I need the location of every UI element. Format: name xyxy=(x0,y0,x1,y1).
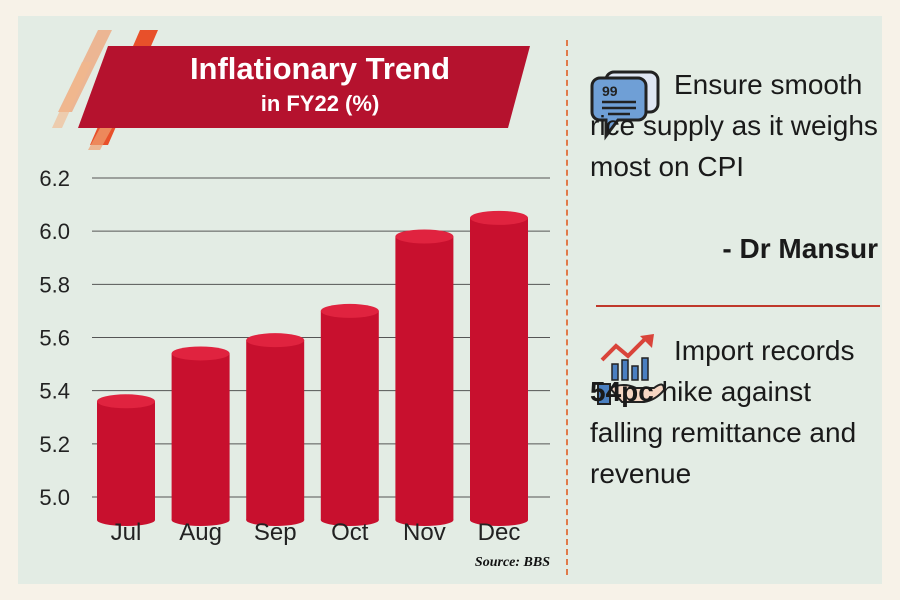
bar-oct xyxy=(320,303,379,526)
x-tick-label: Sep xyxy=(254,519,297,546)
bar xyxy=(320,310,379,520)
bar-nov xyxy=(395,229,454,526)
bar-sep xyxy=(246,333,305,526)
bar-cap xyxy=(171,346,230,361)
bar-cap xyxy=(320,303,379,318)
fact-highlight: 54pc xyxy=(590,376,654,407)
bar-cap xyxy=(470,210,528,225)
bar-jul xyxy=(97,394,155,526)
bar-base xyxy=(320,514,379,526)
bar xyxy=(470,217,528,520)
bar xyxy=(395,236,454,520)
bar-cap xyxy=(246,333,305,348)
bar-aug xyxy=(171,346,230,526)
x-tick-label: Jul xyxy=(111,519,142,546)
hand-growth-chart-icon xyxy=(597,334,666,405)
x-tick-label: Dec xyxy=(478,519,521,546)
x-tick-label: Nov xyxy=(403,519,446,546)
x-tick-label: Aug xyxy=(179,519,222,546)
bar-base xyxy=(97,514,155,526)
title-banner xyxy=(78,46,530,128)
chart-title: Inflationary Trend xyxy=(189,51,451,86)
bar xyxy=(246,340,305,520)
x-tick-label: Oct xyxy=(331,519,369,546)
fact-text-after: hike against falling remittance and reve… xyxy=(590,376,857,489)
y-tick-label: 5.6 xyxy=(39,326,70,351)
y-tick-label: 5.8 xyxy=(39,272,70,297)
y-tick-label: 5.4 xyxy=(39,379,70,404)
speech-bubbles-icon: 99 xyxy=(590,70,660,141)
svg-text:99: 99 xyxy=(602,83,618,99)
y-tick-label: 6.2 xyxy=(39,166,70,191)
quote-text: Ensure smooth rice supply as it weighs m… xyxy=(590,69,878,182)
y-tick-label: 5.0 xyxy=(39,485,70,510)
y-tick-label: 6.0 xyxy=(39,219,70,244)
bar-dec xyxy=(470,210,528,526)
fact-text-before: Import records xyxy=(674,335,855,366)
bar-base xyxy=(470,514,528,526)
bar-base xyxy=(395,514,454,526)
bar-base xyxy=(246,514,305,526)
bar-cap xyxy=(395,229,454,244)
bar xyxy=(171,353,230,520)
chart-subtitle: in FY22 (%) xyxy=(260,91,380,116)
fact-text: Import records 54pc hike against falling… xyxy=(590,330,880,494)
bar-cap xyxy=(97,394,155,409)
source-note: Source: BBS xyxy=(474,555,550,570)
y-tick-label: 5.2 xyxy=(39,432,70,457)
horizontal-divider xyxy=(596,305,880,307)
bar-base xyxy=(171,514,230,526)
bar xyxy=(97,401,155,520)
vertical-divider xyxy=(566,40,568,575)
quote-attribution: - Dr Mansur xyxy=(722,233,878,264)
